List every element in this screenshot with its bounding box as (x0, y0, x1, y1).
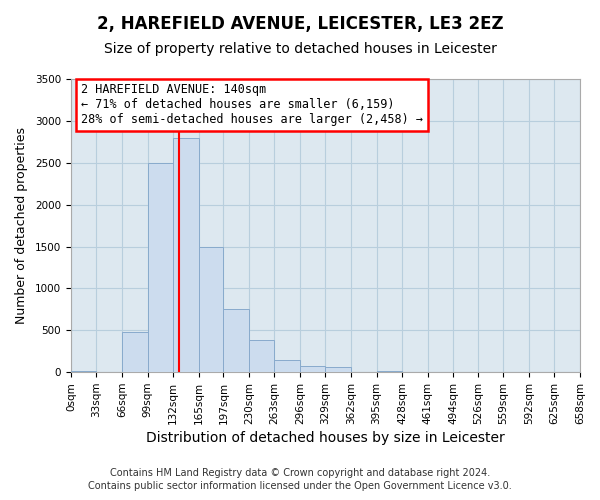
Bar (199, 246, 223, 372)
Bar (122, 332, 148, 372)
Bar (300, 366, 325, 372)
Bar (148, 163, 173, 372)
Text: Contains public sector information licensed under the Open Government Licence v3: Contains public sector information licen… (88, 481, 512, 491)
Text: Contains HM Land Registry data © Crown copyright and database right 2024.: Contains HM Land Registry data © Crown c… (110, 468, 490, 477)
Bar (325, 367, 351, 372)
Bar (71, 370, 97, 372)
Bar (274, 360, 300, 372)
Bar (249, 340, 274, 372)
Text: 2, HAREFIELD AVENUE, LEICESTER, LE3 2EZ: 2, HAREFIELD AVENUE, LEICESTER, LE3 2EZ (97, 15, 503, 33)
Bar (223, 310, 249, 372)
Text: 2 HAREFIELD AVENUE: 140sqm
← 71% of detached houses are smaller (6,159)
28% of s: 2 HAREFIELD AVENUE: 140sqm ← 71% of deta… (81, 84, 423, 126)
Bar (377, 370, 402, 372)
Bar (173, 138, 199, 372)
X-axis label: Distribution of detached houses by size in Leicester: Distribution of detached houses by size … (146, 431, 505, 445)
Y-axis label: Number of detached properties: Number of detached properties (15, 127, 28, 324)
Text: Size of property relative to detached houses in Leicester: Size of property relative to detached ho… (104, 42, 496, 56)
